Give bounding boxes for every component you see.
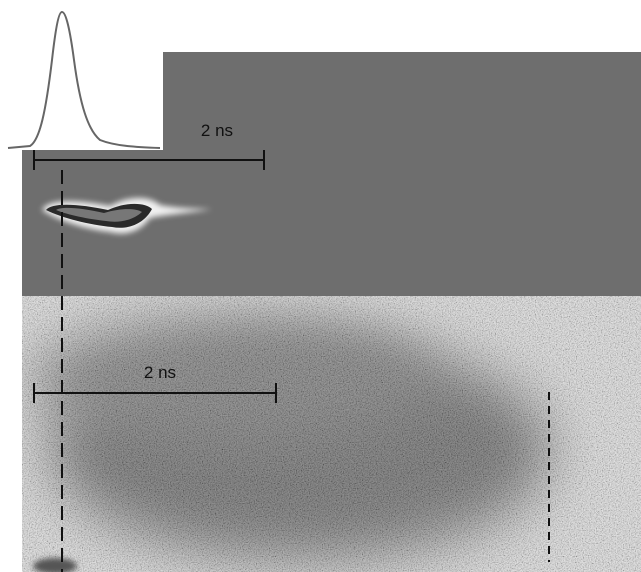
page: 2 ns 2 ns (() => { const data = JSON.par… (0, 0, 641, 572)
figure: 2 ns 2 ns (0, 0, 641, 572)
inset (5, 0, 163, 150)
scale-bar-label: 2 ns (201, 121, 233, 140)
scale-bar-label: 2 ns (144, 363, 176, 382)
